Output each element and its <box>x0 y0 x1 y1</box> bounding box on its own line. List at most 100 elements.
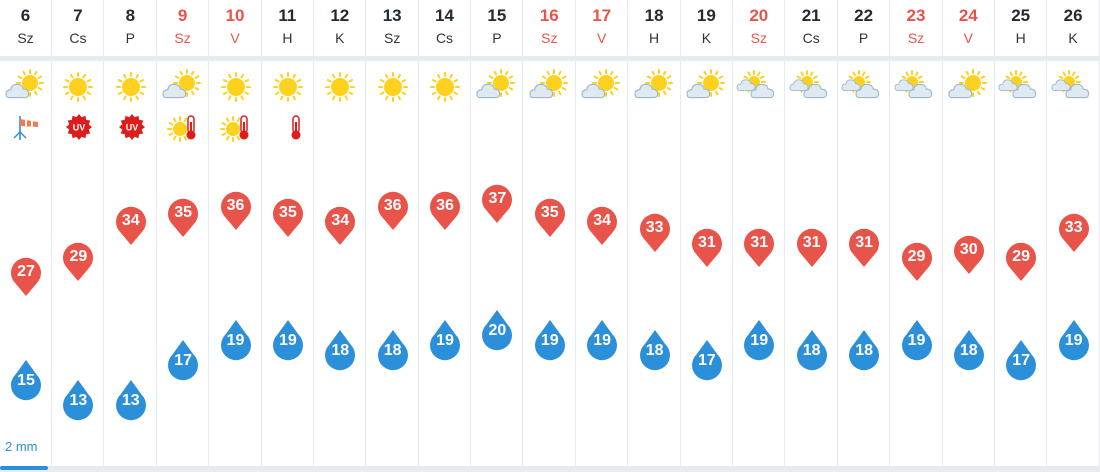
day-column[interactable]: 24 V 30 18 <box>943 0 995 466</box>
day-number: 18 <box>644 6 664 25</box>
day-number: 15 <box>487 6 507 25</box>
min-temp-drop: 19 <box>742 318 776 361</box>
max-temp-value: 33 <box>645 218 664 236</box>
weekday-abbreviation: P <box>125 30 135 46</box>
day-number: 23 <box>906 6 926 25</box>
min-temp-drop: 15 <box>9 358 43 401</box>
min-temp-value: 17 <box>1012 352 1031 369</box>
sunny-icon <box>371 70 415 104</box>
precipitation-scale-label: 2 mm <box>5 439 38 454</box>
max-temp-pin: 33 <box>638 212 672 254</box>
min-temp-drop: 13 <box>61 378 95 421</box>
min-temp-drop: 17 <box>1004 338 1038 381</box>
day-column[interactable]: 7 Cs UV 29 13 <box>52 0 105 466</box>
max-temp-value: 34 <box>121 211 140 229</box>
min-temp-drop: 18 <box>795 328 829 371</box>
mostly-cloudy-icon <box>998 70 1043 104</box>
day-column[interactable]: 22 P 31 18 <box>838 0 891 466</box>
max-temp-pin: 31 <box>742 227 776 269</box>
weekday-abbreviation: Sz <box>174 30 191 46</box>
max-temp-value: 27 <box>17 262 35 280</box>
min-temp-value: 17 <box>697 352 716 369</box>
day-column[interactable]: 25 H 29 17 <box>995 0 1048 466</box>
day-column[interactable]: 6 Sz 27 15 <box>0 0 52 466</box>
day-column[interactable]: 9 Sz 35 17 <box>157 0 210 466</box>
heat-warning-icon <box>219 112 252 142</box>
weekday-abbreviation: H <box>649 30 660 46</box>
day-column[interactable]: 15 P 37 20 <box>471 0 524 466</box>
uv-warning-icon: UV <box>64 112 94 142</box>
weekday-abbreviation: H <box>1015 30 1026 46</box>
max-temp-value: 31 <box>802 233 821 251</box>
day-column[interactable]: 23 Sz 29 19 <box>891 0 943 466</box>
weekday-abbreviation: Cs <box>435 30 454 46</box>
day-number: 6 <box>20 6 31 25</box>
max-temp-pin: 36 <box>219 190 253 232</box>
min-temp-value: 19 <box>750 332 769 349</box>
day-column[interactable]: 18 H 33 18 <box>629 0 681 466</box>
max-temp-pin: 34 <box>114 205 148 247</box>
max-temp-pin: 29 <box>900 241 934 283</box>
max-temp-pin: 34 <box>323 205 357 247</box>
min-temp-value: 18 <box>959 342 978 359</box>
min-temp-value: 20 <box>488 322 507 339</box>
max-temp-value: 36 <box>226 197 245 214</box>
mostly-cloudy-icon <box>736 70 781 104</box>
weekday-abbreviation: V <box>963 30 973 46</box>
min-temp-drop: 20 <box>480 308 514 351</box>
min-temp-value: 18 <box>331 342 350 359</box>
day-number: 16 <box>539 6 559 25</box>
min-temp-drop: 18 <box>847 328 881 371</box>
day-column[interactable]: 17 V 34 19 <box>576 0 629 466</box>
uv-badge-text: UV <box>73 123 86 133</box>
day-number: 19 <box>696 6 716 25</box>
weekday-abbreviation: Cs <box>802 30 820 46</box>
day-column[interactable]: 13 Sz 36 18 <box>367 0 419 466</box>
day-column[interactable]: 11 H 35 19 <box>262 0 314 466</box>
day-number: 17 <box>592 6 612 25</box>
max-temp-pin: 27 <box>9 256 43 298</box>
day-column[interactable]: 10 V 36 19 <box>210 0 262 466</box>
day-column[interactable]: 26 K 33 19 <box>1048 0 1100 466</box>
scroll-track[interactable] <box>0 466 1100 472</box>
day-column[interactable]: 21 Cs 31 18 <box>786 0 838 466</box>
uv-badge-text: UV <box>126 123 139 133</box>
min-temp-drop: 19 <box>1057 318 1091 361</box>
sunny-icon <box>214 70 258 104</box>
min-temp-value: 19 <box>540 332 559 349</box>
sunny-icon <box>318 70 362 104</box>
day-column[interactable]: 14 Cs 36 19 <box>419 0 471 466</box>
max-temp-value: 33 <box>1064 218 1083 236</box>
weekday-abbreviation: Sz <box>541 30 558 46</box>
min-temp-drop: 19 <box>428 318 462 361</box>
sunny-icon <box>109 70 153 104</box>
scroll-thumb[interactable] <box>0 466 48 470</box>
day-number: 24 <box>958 6 978 25</box>
partly-cloudy-icon <box>475 69 519 104</box>
min-temp-value: 13 <box>69 392 88 409</box>
min-temp-value: 17 <box>174 352 192 369</box>
weekday-abbreviation: K <box>1068 30 1078 46</box>
max-temp-value: 36 <box>436 197 454 214</box>
min-temp-drop: 19 <box>271 318 305 361</box>
min-temp-value: 13 <box>121 392 140 409</box>
day-column[interactable]: 19 K 31 17 <box>681 0 733 466</box>
day-number: 21 <box>801 6 821 25</box>
min-temp-drop: 13 <box>114 378 148 421</box>
min-temp-drop: 18 <box>638 328 672 371</box>
min-temp-drop: 19 <box>900 318 934 361</box>
day-number: 7 <box>73 6 83 25</box>
day-column[interactable]: 20 Sz 31 19 <box>733 0 786 466</box>
mostly-cloudy-icon <box>894 70 939 104</box>
day-number: 9 <box>177 6 188 25</box>
min-temp-value: 18 <box>645 342 664 359</box>
day-column[interactable]: 8 P UV 34 13 <box>105 0 157 466</box>
max-temp-pin: 35 <box>166 197 200 239</box>
min-temp-drop: 19 <box>219 318 253 361</box>
max-temp-value: 29 <box>907 248 926 266</box>
day-column[interactable]: 12 K 34 18 <box>314 0 367 466</box>
mostly-cloudy-icon <box>789 70 834 104</box>
max-temp-pin: 31 <box>795 227 829 269</box>
day-column[interactable]: 16 Sz 35 19 <box>524 0 576 466</box>
